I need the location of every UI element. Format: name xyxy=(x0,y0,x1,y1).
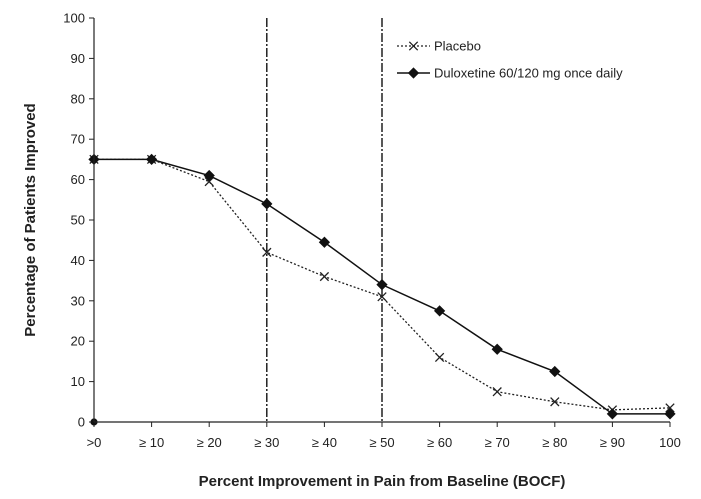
x-axis-ticks: >0 ≥ 10 ≥ 20 ≥ 30 ≥ 40 ≥ 50 ≥ 60 ≥ 70 ≥ 80 ≥ 90 10… xyxy=(87,422,681,450)
data-point-diamond xyxy=(433,305,446,317)
y-tick-label: 100 xyxy=(63,11,85,26)
data-point-diamond xyxy=(318,236,331,248)
data-point-x xyxy=(550,397,560,407)
x-tick-label: >0 xyxy=(87,435,102,450)
x-tick-label: ≥ 70 xyxy=(485,435,510,450)
y-tick-label: 70 xyxy=(71,132,85,147)
legend-item: Duloxetine 60/120 mg once daily xyxy=(397,66,623,81)
x-tick-label: ≥ 50 xyxy=(369,435,394,450)
data-point-x xyxy=(434,352,445,363)
data-point-diamond xyxy=(491,343,503,355)
data-point-diamond xyxy=(376,279,388,291)
data-point-diamond xyxy=(407,67,420,79)
data-point-diamond xyxy=(261,198,273,210)
series-duloxetine xyxy=(88,153,676,420)
data-point-x xyxy=(204,176,214,187)
data-point-x xyxy=(262,247,272,257)
y-tick-label: 90 xyxy=(71,51,85,66)
data-point-x xyxy=(492,387,502,397)
data-point-diamond xyxy=(606,408,619,420)
y-tick-label: 40 xyxy=(71,253,85,268)
legend: Placebo Duloxetine 60/120 mg once daily xyxy=(397,39,623,81)
data-point-diamond xyxy=(145,153,158,166)
y-tick-label: 10 xyxy=(71,374,85,389)
y-tick-label: 0 xyxy=(78,415,85,430)
y-tick-label: 30 xyxy=(71,293,85,308)
x-tick-label: 100 xyxy=(659,435,681,450)
y-tick-label: 80 xyxy=(71,91,85,106)
data-point-diamond xyxy=(203,169,215,182)
reference-lines xyxy=(266,18,383,422)
y-tick-label: 60 xyxy=(71,172,85,187)
data-point-x xyxy=(665,403,675,413)
x-tick-label: ≥ 10 xyxy=(139,435,164,450)
legend-item: Placebo xyxy=(397,39,481,54)
x-tick-label: ≥ 80 xyxy=(542,435,567,450)
y-tick-label: 20 xyxy=(71,334,85,349)
data-point-x xyxy=(319,271,330,282)
legend-label: Placebo xyxy=(434,39,481,54)
legend-label: Duloxetine 60/120 mg once daily xyxy=(434,66,623,81)
data-point-diamond xyxy=(549,365,561,378)
y-tick-label: 50 xyxy=(71,213,85,228)
x-tick-label: ≥ 90 xyxy=(600,435,625,450)
y-axis-ticks: 0 10 20 30 40 50 60 70 80 90 100 xyxy=(63,11,94,430)
data-point-x xyxy=(408,41,419,51)
x-tick-label: ≥ 20 xyxy=(197,435,222,450)
y-axis-title: Percentage of Patients Improved xyxy=(22,103,39,336)
x-tick-label: ≥ 60 xyxy=(427,435,452,450)
data-point-diamond xyxy=(664,408,676,420)
x-tick-label: ≥ 30 xyxy=(254,435,279,450)
x-tick-label: ≥ 40 xyxy=(312,435,337,450)
x-axis-title: Percent Improvement in Pain from Baselin… xyxy=(199,473,566,490)
data-point-x xyxy=(377,292,387,302)
series-layer xyxy=(88,153,676,426)
